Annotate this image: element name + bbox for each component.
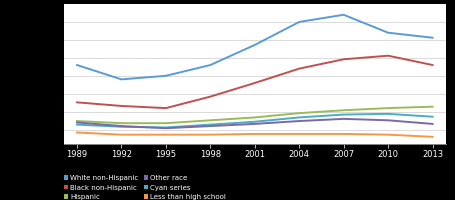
Legend: White non-Hispanic, Black non-Hispanic, Hispanic, Other race, Cyan series, Less : White non-Hispanic, Black non-Hispanic, … (64, 175, 226, 200)
